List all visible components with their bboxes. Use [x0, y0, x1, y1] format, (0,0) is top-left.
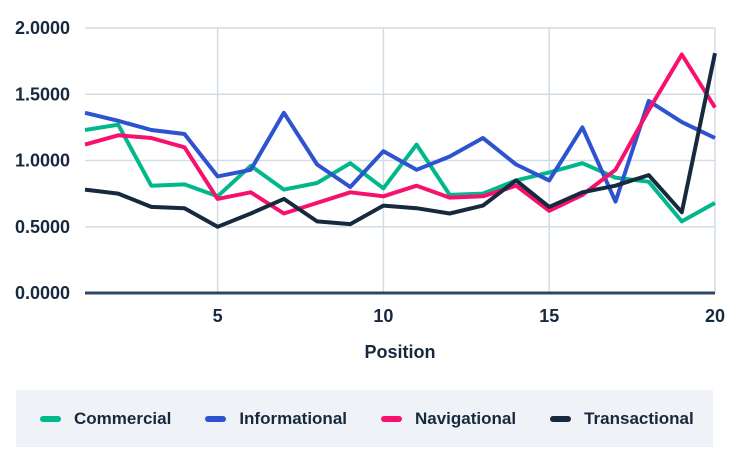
y-tick-label: 0.0000: [15, 283, 70, 303]
x-tick-label: 20: [705, 306, 725, 326]
x-axis-title: Position: [365, 342, 436, 362]
legend-swatch-informational: [205, 415, 227, 422]
legend-label-commercial: Commercial: [74, 408, 172, 428]
series-line-navigational: [84, 52, 717, 216]
y-tick-label: 0.5000: [15, 217, 70, 237]
series-line-transactional: [84, 52, 717, 229]
x-tick-label: 5: [213, 306, 223, 326]
series-line-informational: [84, 98, 716, 204]
legend-label-informational: Informational: [239, 408, 347, 428]
legend-item-commercial[interactable]: Commercial: [40, 409, 171, 429]
legend-label-transactional: Transactional: [584, 408, 694, 428]
legend-item-transactional[interactable]: Transactional: [550, 409, 694, 429]
x-tick-label: 15: [539, 306, 559, 326]
legend-swatch-commercial: [40, 415, 61, 422]
legend-item-informational[interactable]: Informational: [205, 409, 347, 429]
y-tick-label: 2.0000: [15, 18, 70, 38]
legend-swatch-transactional: [550, 415, 572, 422]
legend-label-navigational: Navigational: [415, 408, 517, 428]
x-axis-tick-labels: 5 10 15 20: [213, 306, 725, 326]
data-series-lines: [84, 52, 717, 229]
y-tick-label: 1.5000: [15, 84, 70, 104]
y-tick-label: 1.0000: [15, 151, 70, 171]
y-axis-labels: 2.0000 1.5000 1.0000 0.5000 0.0000: [15, 18, 70, 303]
legend-item-navigational[interactable]: Navigational: [381, 409, 516, 429]
legend: Commercial Informational Navigational Tr…: [16, 390, 713, 447]
line-chart: 2.0000 1.5000 1.0000 0.5000 0.0000 5 10 15 20 P…: [15, 18, 725, 362]
legend-swatch-navigational: [381, 415, 402, 422]
x-tick-label: 10: [373, 306, 393, 326]
